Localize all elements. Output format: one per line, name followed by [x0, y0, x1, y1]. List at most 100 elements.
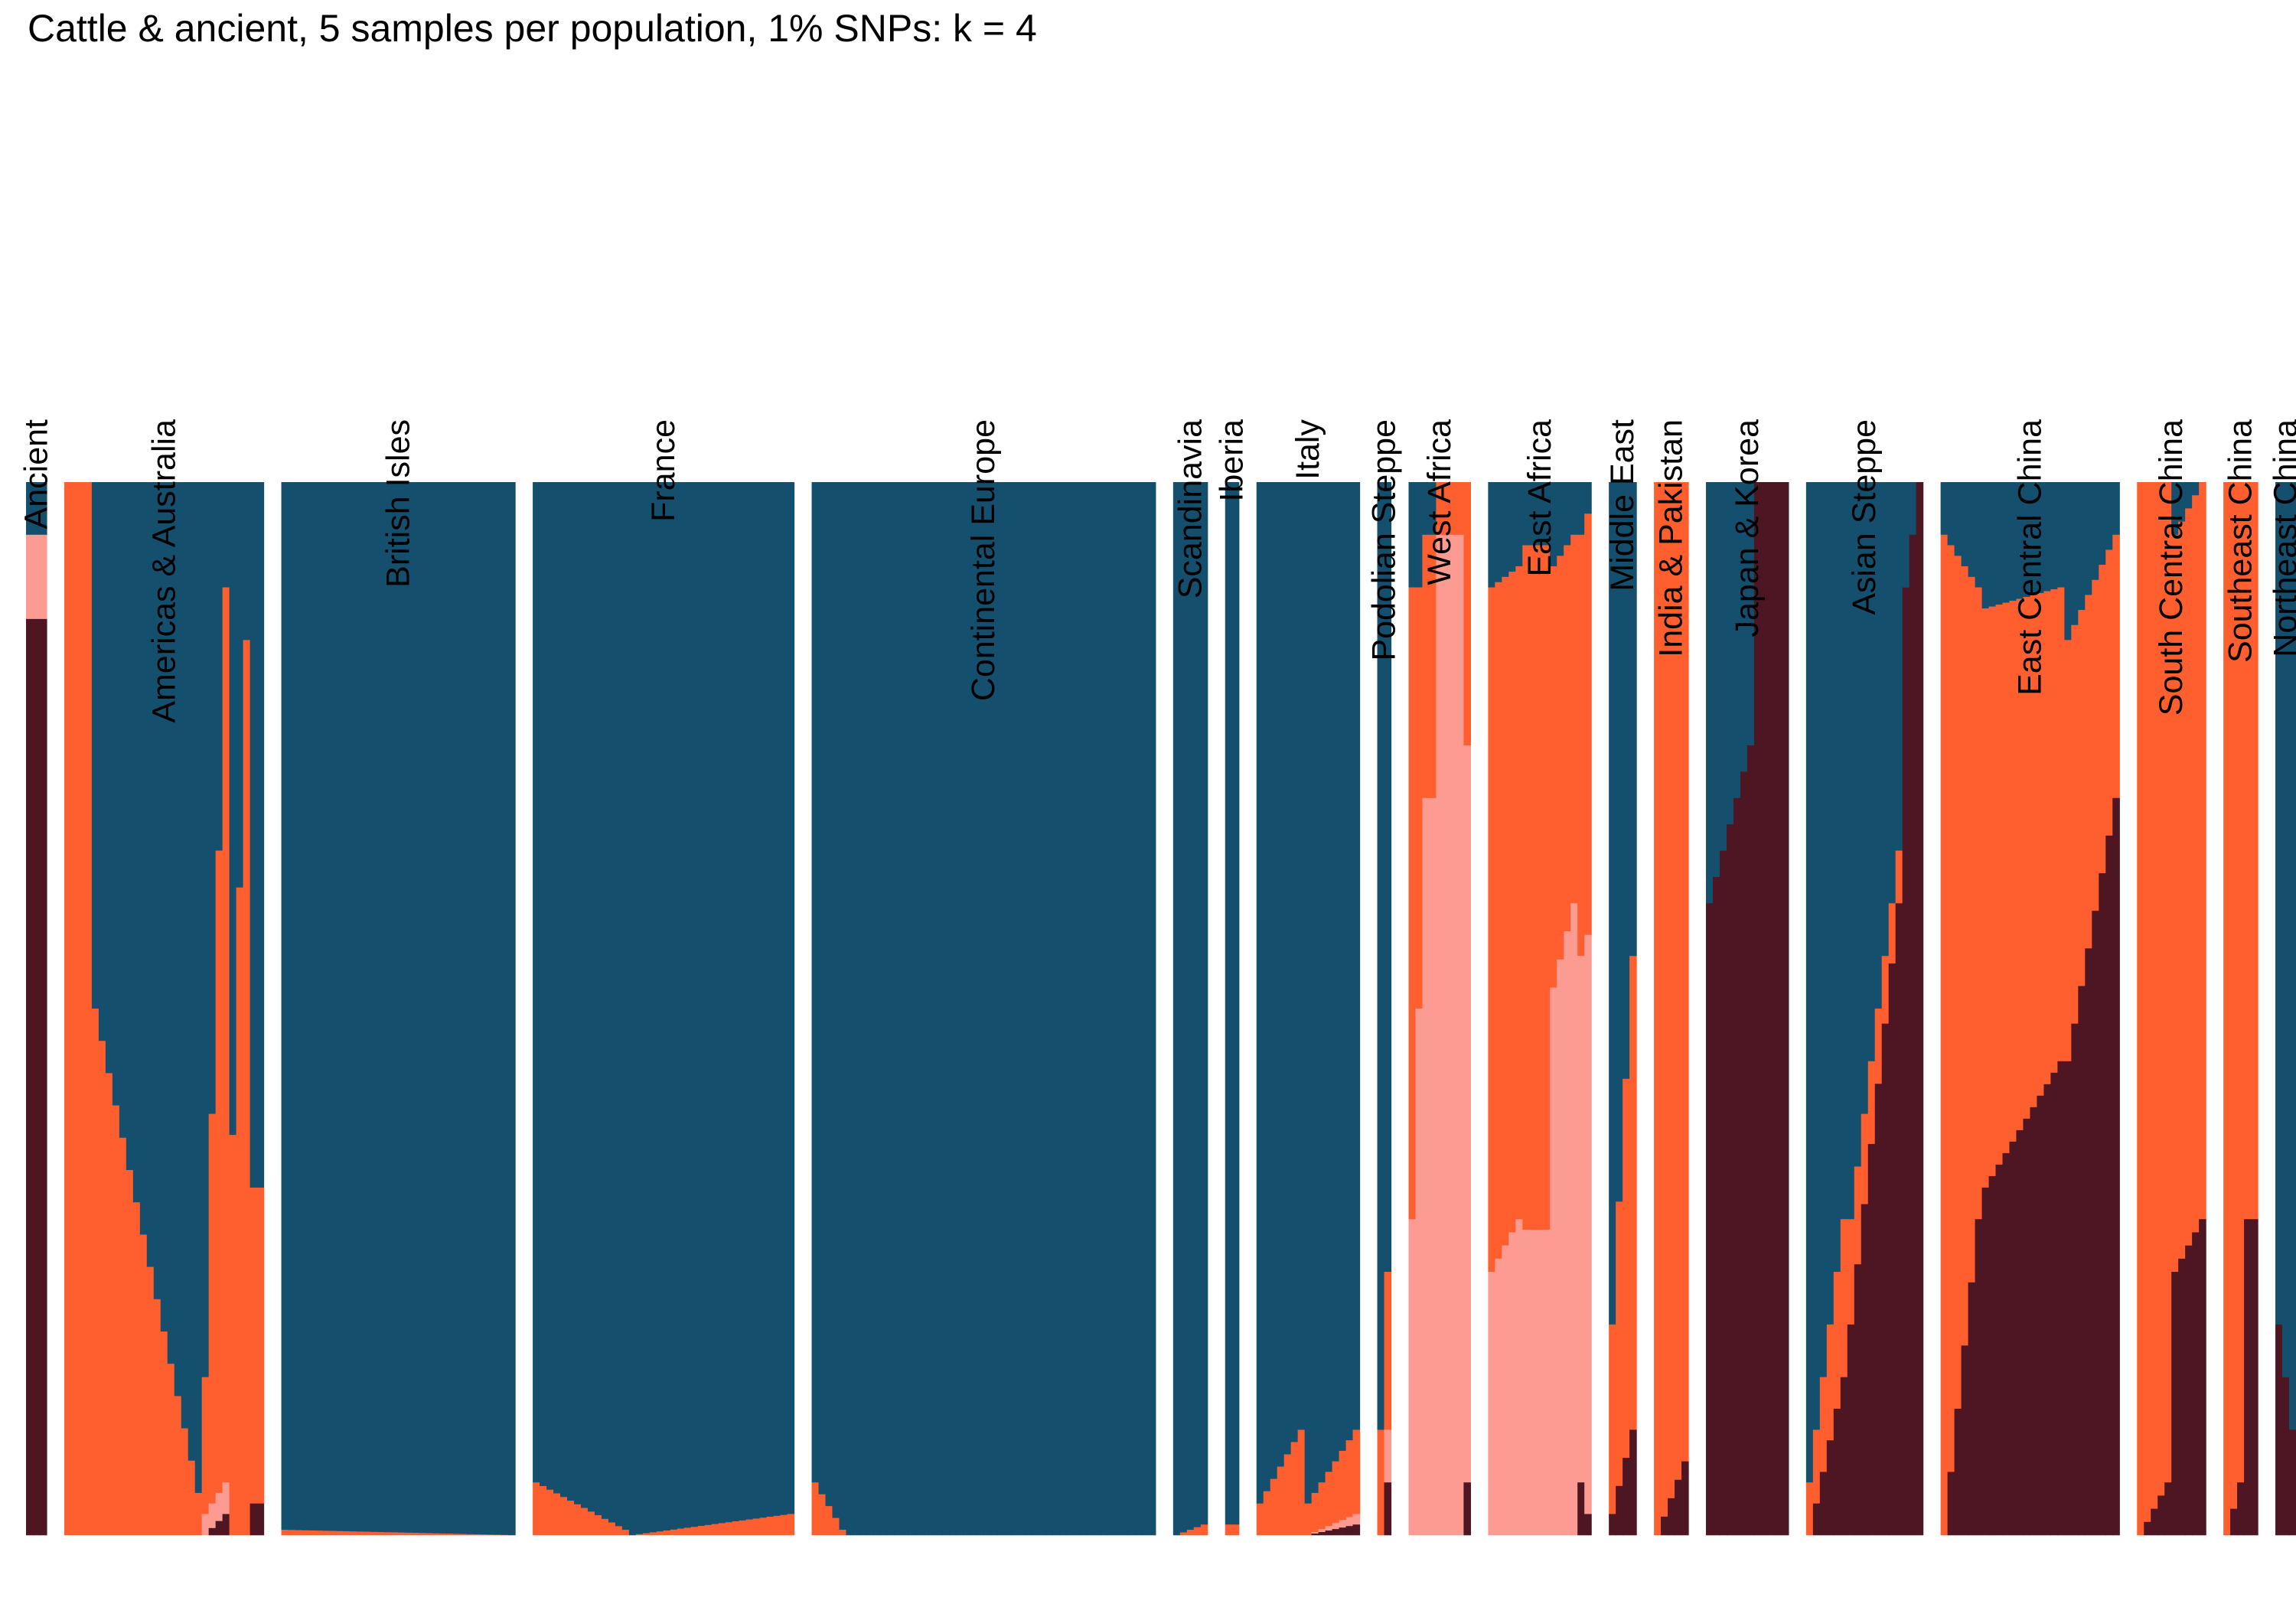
- bar-segment-steel_blue: [1888, 482, 1896, 904]
- bar-segment-maroon: [39, 618, 47, 1536]
- bar-segment-orange: [1629, 956, 1637, 1430]
- bar-segment-steel_blue: [1536, 482, 1544, 546]
- bar-segment-maroon: [1345, 1526, 1354, 1536]
- bar-segment-orange: [780, 1514, 788, 1536]
- bar-segment-steel_blue: [1311, 482, 1319, 1494]
- bar-segment-steel_blue: [594, 482, 602, 1516]
- bar-segment-orange: [1874, 1009, 1883, 1084]
- bar-segment-steel_blue: [818, 482, 827, 1495]
- bar-segment-steel_blue: [1826, 482, 1835, 1325]
- bar-segment-steel_blue: [467, 482, 475, 1535]
- bar-segment-steel_blue: [560, 482, 568, 1498]
- bar-segment-steel_blue: [1867, 482, 1876, 1062]
- bar-segment-steel_blue: [2050, 482, 2058, 590]
- bar-segment-steel_blue: [1522, 482, 1530, 546]
- bar-segment-orange: [1345, 1440, 1354, 1517]
- bar-segment-maroon: [1847, 1324, 1855, 1536]
- bar-segment-steel_blue: [329, 482, 338, 1531]
- bar-segment-orange: [215, 850, 223, 1494]
- bar-segment-orange: [1805, 1482, 1814, 1536]
- bar-segment-orange: [1429, 534, 1437, 799]
- bar-segment-orange: [1961, 566, 1969, 1346]
- bar-segment-steel_blue: [2037, 482, 2045, 594]
- bar-segment-maroon: [1384, 1482, 1392, 1536]
- bar-segment-maroon: [1609, 1514, 1616, 1536]
- population-labels: Ancient Americas & Australia British Isles…: [18, 419, 2296, 723]
- bar-segment-steel_blue: [846, 482, 854, 1536]
- bar-segment-maroon: [2064, 1061, 2072, 1536]
- bar-segment-orange: [446, 1534, 454, 1536]
- bar-segment-orange: [1522, 545, 1530, 1231]
- bar-segment-orange: [1277, 1466, 1285, 1536]
- bar-segment-steel_blue: [336, 482, 344, 1532]
- bar-segment-steel_blue: [1805, 482, 1814, 1483]
- bar-segment-steel_blue: [901, 482, 908, 1536]
- bar-segment-orange: [288, 1530, 296, 1536]
- bar-segment-steel_blue: [281, 482, 289, 1530]
- bar-segment-steel_blue: [1120, 482, 1129, 1536]
- bar-segment-orange: [350, 1531, 357, 1536]
- bar-segment-steel_blue: [91, 482, 99, 1009]
- population-label: Podolian Steppe: [1366, 419, 1403, 661]
- bar-segment-orange: [546, 1489, 554, 1536]
- bar-segment-orange: [704, 1524, 713, 1536]
- bar-segment-steel_blue: [615, 482, 623, 1527]
- bar-segment-steel_blue: [256, 482, 265, 1188]
- bar-segment-orange: [759, 1517, 768, 1536]
- bar-segment-maroon: [2016, 1129, 2024, 1536]
- bar-segment-orange: [1577, 534, 1585, 957]
- bar-segment-steel_blue: [1193, 482, 1202, 1527]
- bar-segment-steel_blue: [1377, 482, 1385, 1430]
- bar-segment-steel_blue: [1079, 482, 1088, 1536]
- bar-segment-steel_blue: [553, 482, 561, 1494]
- bar-segment-maroon: [2030, 1107, 2038, 1536]
- bar-segment-orange: [91, 1009, 99, 1536]
- bar-segment-maroon: [1623, 1458, 1630, 1536]
- bar-segment-steel_blue: [718, 482, 726, 1524]
- bar-segment-steel_blue: [1564, 482, 1571, 546]
- bar-segment-steel_blue: [1134, 482, 1143, 1536]
- bar-segment-steel_blue: [1895, 482, 1903, 851]
- bar-segment-steel_blue: [1304, 482, 1313, 1504]
- bar-segment-steel_blue: [1854, 482, 1862, 1167]
- bar-segment-orange: [370, 1531, 378, 1536]
- bar-segment-steel_blue: [1086, 482, 1094, 1536]
- bar-segment-steel_blue: [704, 482, 713, 1526]
- bar-segment-steel_blue: [243, 482, 251, 641]
- bar-segment-steel_blue: [935, 482, 943, 1536]
- bar-segment-orange: [1270, 1478, 1278, 1536]
- bar-segment-maroon: [1584, 1514, 1592, 1536]
- bar-segment-maroon: [2057, 1061, 2065, 1536]
- bar-segment-steel_blue: [1018, 482, 1026, 1536]
- population-label: Continental Europe: [965, 419, 1002, 701]
- bar-segment-steel_blue: [194, 482, 203, 1494]
- bar-segment-orange: [2178, 521, 2186, 1260]
- bar-segment-orange: [501, 1534, 509, 1536]
- bar-segment-steel_blue: [2023, 482, 2031, 598]
- bar-segment-orange: [1609, 1324, 1616, 1514]
- bar-segment-steel_blue: [432, 482, 440, 1534]
- bar-segment-pink: [1318, 1529, 1326, 1533]
- bar-segment-steel_blue: [1107, 482, 1115, 1536]
- bar-segment-steel_blue: [302, 482, 310, 1531]
- bar-segment-orange: [663, 1530, 671, 1536]
- bar-segment-steel_blue: [839, 482, 847, 1530]
- bar-segment-maroon: [1675, 1479, 1682, 1536]
- bar-segment-maroon: [1995, 1164, 2004, 1536]
- bar-segment-steel_blue: [983, 482, 991, 1536]
- bar-segment-steel_blue: [1840, 482, 1848, 1220]
- bar-segment-steel_blue: [315, 482, 324, 1531]
- bar-segment-pink: [1515, 1219, 1523, 1536]
- bar-segment-pink: [1450, 534, 1457, 1536]
- bar-segment-steel_blue: [174, 482, 182, 1397]
- bar-segment-pink: [1529, 1229, 1537, 1536]
- bar-segment-orange: [1422, 534, 1430, 799]
- bar-segment-maroon: [1968, 1282, 1976, 1536]
- bar-segment-orange: [188, 1460, 196, 1536]
- bar-segment-orange: [453, 1534, 461, 1536]
- bar-segment-steel_blue: [752, 482, 761, 1519]
- bar-segment-orange: [1529, 545, 1537, 1231]
- bar-segment-steel_blue: [773, 482, 781, 1517]
- bar-segment-maroon: [1760, 482, 1769, 1536]
- bar-segment-steel_blue: [357, 482, 364, 1532]
